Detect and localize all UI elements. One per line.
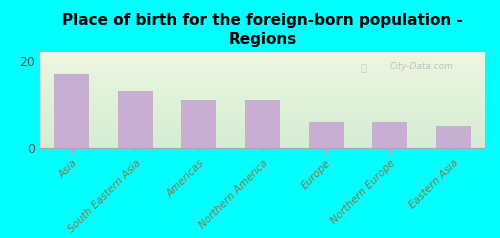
Title: Place of birth for the foreign-born population -
Regions: Place of birth for the foreign-born popu… <box>62 13 463 47</box>
Bar <box>308 122 344 148</box>
Bar <box>182 100 216 148</box>
Text: City-Data.com: City-Data.com <box>390 62 454 71</box>
Bar <box>245 100 280 148</box>
Bar <box>372 122 407 148</box>
Bar <box>54 74 90 148</box>
Bar <box>118 91 153 148</box>
Text: ⛳: ⛳ <box>360 62 366 72</box>
Bar <box>436 126 470 148</box>
